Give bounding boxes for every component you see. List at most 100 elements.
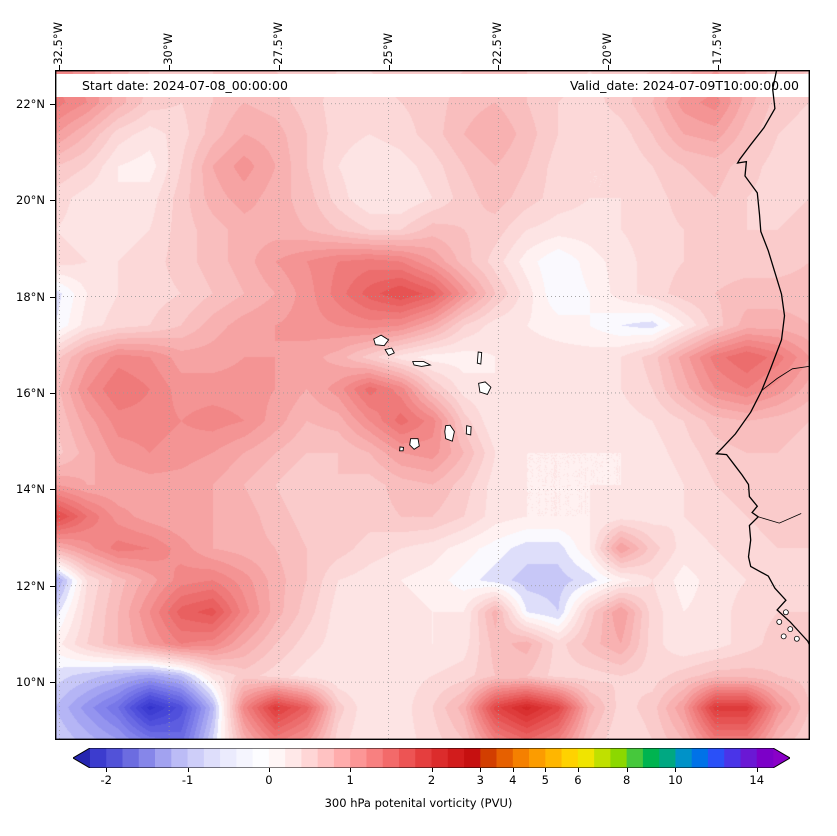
lat-tick-mark [50,392,55,394]
lon-tick-mark [608,65,610,70]
lat-tick-label: 22°N [16,96,45,111]
colorbar-right-arrow [773,748,790,768]
lat-tick-mark [50,585,55,587]
cape-verde-island [373,334,390,347]
cape-verde-island [478,381,492,395]
lat-tick-label: 14°N [16,482,45,497]
colorbar-segment [642,748,660,768]
colorbar-segment [464,748,481,768]
colorbar-tick-label: 3 [476,773,484,787]
colorbar-tick-mark [512,768,514,772]
bijagos-island [787,626,794,633]
colorbar-tick-mark [106,768,108,772]
colorbar-segment [691,748,709,768]
bijagos-island [780,633,787,640]
colorbar: 300 hPa potenital vorticity (PVU) -2 -1 0 1… [0,740,837,836]
lon-tick-label: 25°W [380,33,395,65]
colorbar-segment [512,748,530,768]
start-date-text: Start date: 2024-07-08_00:00:00 [82,78,288,93]
colorbar-segment [447,748,465,768]
colorbar-segment [659,748,676,768]
lon-tick-label: 20°W [600,33,615,65]
cape-verde-island [476,351,483,365]
colorbar-segment [268,748,286,768]
colorbar-tick-mark [350,768,352,772]
colorbar-segment [415,748,432,768]
colorbar-segment [740,748,758,768]
cape-verde-island [444,424,455,442]
colorbar-tick-label: -2 [100,773,112,787]
colorbar-tick-label: 6 [574,773,582,787]
colorbar-tick-mark [545,768,547,772]
bijagos-island [793,635,800,642]
lon-tick-mark [169,65,171,70]
lat-tick-label: 20°N [16,193,45,208]
colorbar-tick-mark [187,768,189,772]
bijagos-island [782,609,789,616]
colorbar-svg [73,748,790,768]
colorbar-segment [106,748,123,768]
map-overlay-svg [55,70,810,740]
colorbar-segment [724,748,741,768]
bijagos-island [776,619,783,625]
colorbar-tick-mark [675,768,677,772]
colorbar-segment [382,748,400,768]
colorbar-tick-mark [577,768,579,772]
colorbar-segment [350,748,367,768]
colorbar-segment [529,748,546,768]
lat-tick-mark [50,489,55,491]
cape-verde-island [412,361,432,367]
colorbar-segment [398,748,416,768]
colorbar-segment [366,748,384,768]
lon-tick-mark [717,65,719,70]
colorbar-segment [496,748,514,768]
colorbar-segment [561,748,579,768]
colorbar-segment [187,748,205,768]
colorbar-segment [203,748,221,768]
lon-tick-label: 22.5°W [490,22,505,65]
lon-tick-mark [498,65,500,70]
colorbar-segment [90,748,107,768]
colorbar-segment [155,748,172,768]
colorbar-segment [317,748,335,768]
colorbar-tick-mark [480,768,482,772]
river-line [761,366,810,391]
cape-verde-island [399,446,404,452]
colorbar-tick-label: 5 [541,773,550,787]
colorbar-segment [236,748,253,768]
lon-tick-mark [278,65,280,70]
colorbar-tick-mark [431,768,433,772]
lon-tick-label: 17.5°W [709,22,724,65]
colorbar-segment [577,748,595,768]
lon-tick-label: 27.5°W [270,22,285,65]
lat-tick-label: 12°N [16,578,45,593]
colorbar-tick-label: 4 [509,773,517,787]
colorbar-segment [610,748,627,768]
colorbar-tick-mark [756,768,758,772]
cape-verde-island [384,347,395,356]
colorbar-left-arrow [73,748,90,768]
colorbar-segment [220,748,237,768]
colorbar-segment [285,748,302,768]
river-line [758,513,802,524]
colorbar-segment [252,748,270,768]
lat-tick-label: 16°N [16,385,45,400]
colorbar-segment [431,748,449,768]
cape-verde-island [409,438,420,450]
colorbar-segment [122,748,140,768]
pv-field-canvas [55,70,810,740]
map-plot: Start date: 2024-07-08_00:00:00 Valid_da… [55,70,810,740]
colorbar-segment [756,748,774,768]
lat-tick-label: 10°N [16,675,45,690]
lat-tick-mark [50,682,55,684]
colorbar-segment [626,748,644,768]
colorbar-tick-label: -1 [181,773,194,787]
colorbar-segment [301,748,319,768]
colorbar-tick-mark [268,768,270,772]
colorbar-segment [594,748,611,768]
plot-frame [55,70,810,740]
colorbar-tick-label: 2 [427,773,436,787]
top-axis: 32.5°W 30°W 27.5°W 25°W 22.5°W 20°W 17.5°W [0,0,837,70]
lat-tick-mark [50,103,55,105]
